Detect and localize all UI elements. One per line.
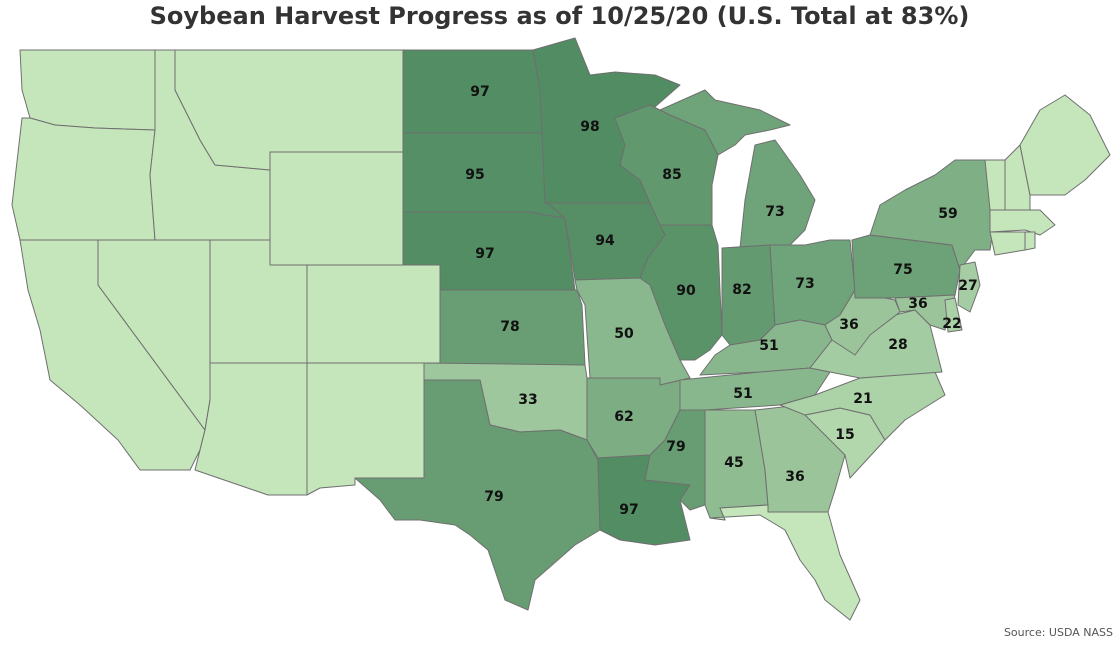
state-ks[interactable] (439, 289, 586, 366)
value-label-sc: 15 (835, 427, 854, 443)
value-label-nj: 27 (958, 278, 977, 294)
value-label-nc: 21 (853, 391, 872, 407)
value-label-pa: 75 (893, 262, 912, 278)
value-label-wv: 36 (839, 317, 858, 333)
value-label-ok: 33 (518, 392, 537, 408)
value-label-ne: 97 (475, 246, 494, 262)
state-nm[interactable] (306, 362, 425, 496)
value-label-mo: 50 (614, 326, 634, 342)
labels-layer: 97 95 97 78 33 79 98 94 50 62 97 85 90 79 73 82 73 51 51 45… (465, 84, 977, 518)
state-ct[interactable] (989, 231, 1026, 256)
state-md[interactable] (894, 294, 956, 331)
value-label-ms: 79 (666, 439, 685, 455)
state-de[interactable] (944, 297, 963, 333)
value-label-mn: 98 (580, 119, 599, 135)
value-label-ks: 78 (500, 319, 519, 335)
value-label-va: 28 (888, 337, 907, 353)
value-label-ga: 36 (785, 469, 804, 485)
state-mi[interactable] (659, 89, 816, 249)
state-me[interactable] (1019, 94, 1111, 196)
state-fl[interactable] (709, 504, 861, 621)
value-label-ky: 51 (759, 338, 778, 354)
value-label-ar: 62 (614, 409, 633, 425)
states-layer (11, 37, 1111, 621)
value-label-wi: 85 (662, 167, 681, 183)
state-nc[interactable] (779, 371, 946, 441)
value-label-mi: 73 (765, 204, 784, 220)
source-note: Source: USDA NASS (1003, 626, 1113, 639)
state-az[interactable] (194, 362, 308, 496)
value-label-nd: 97 (470, 84, 489, 100)
value-label-tn: 51 (733, 386, 752, 402)
state-il[interactable] (639, 224, 723, 361)
state-co[interactable] (306, 264, 441, 364)
state-ma[interactable] (989, 209, 1056, 236)
state-wa[interactable] (19, 49, 156, 131)
value-label-md: 36 (908, 296, 927, 312)
state-ms[interactable] (644, 409, 706, 511)
value-label-la: 97 (619, 502, 638, 518)
value-label-ny: 59 (938, 206, 957, 222)
state-or[interactable] (11, 117, 156, 241)
value-label-de: 22 (942, 316, 961, 332)
state-tx[interactable] (354, 379, 601, 611)
value-label-tx: 79 (484, 489, 503, 505)
state-nj[interactable] (957, 261, 981, 313)
value-label-al: 45 (724, 455, 743, 471)
state-wy[interactable] (269, 151, 404, 266)
value-label-il: 90 (676, 283, 696, 299)
state-ri[interactable] (1024, 231, 1036, 251)
value-label-in: 82 (732, 282, 751, 298)
value-label-oh: 73 (795, 276, 814, 292)
map-title: Soybean Harvest Progress as of 10/25/20 … (149, 2, 970, 30)
value-label-ia: 94 (595, 233, 615, 249)
state-nh[interactable] (1004, 144, 1031, 211)
value-label-sd: 95 (465, 167, 484, 183)
